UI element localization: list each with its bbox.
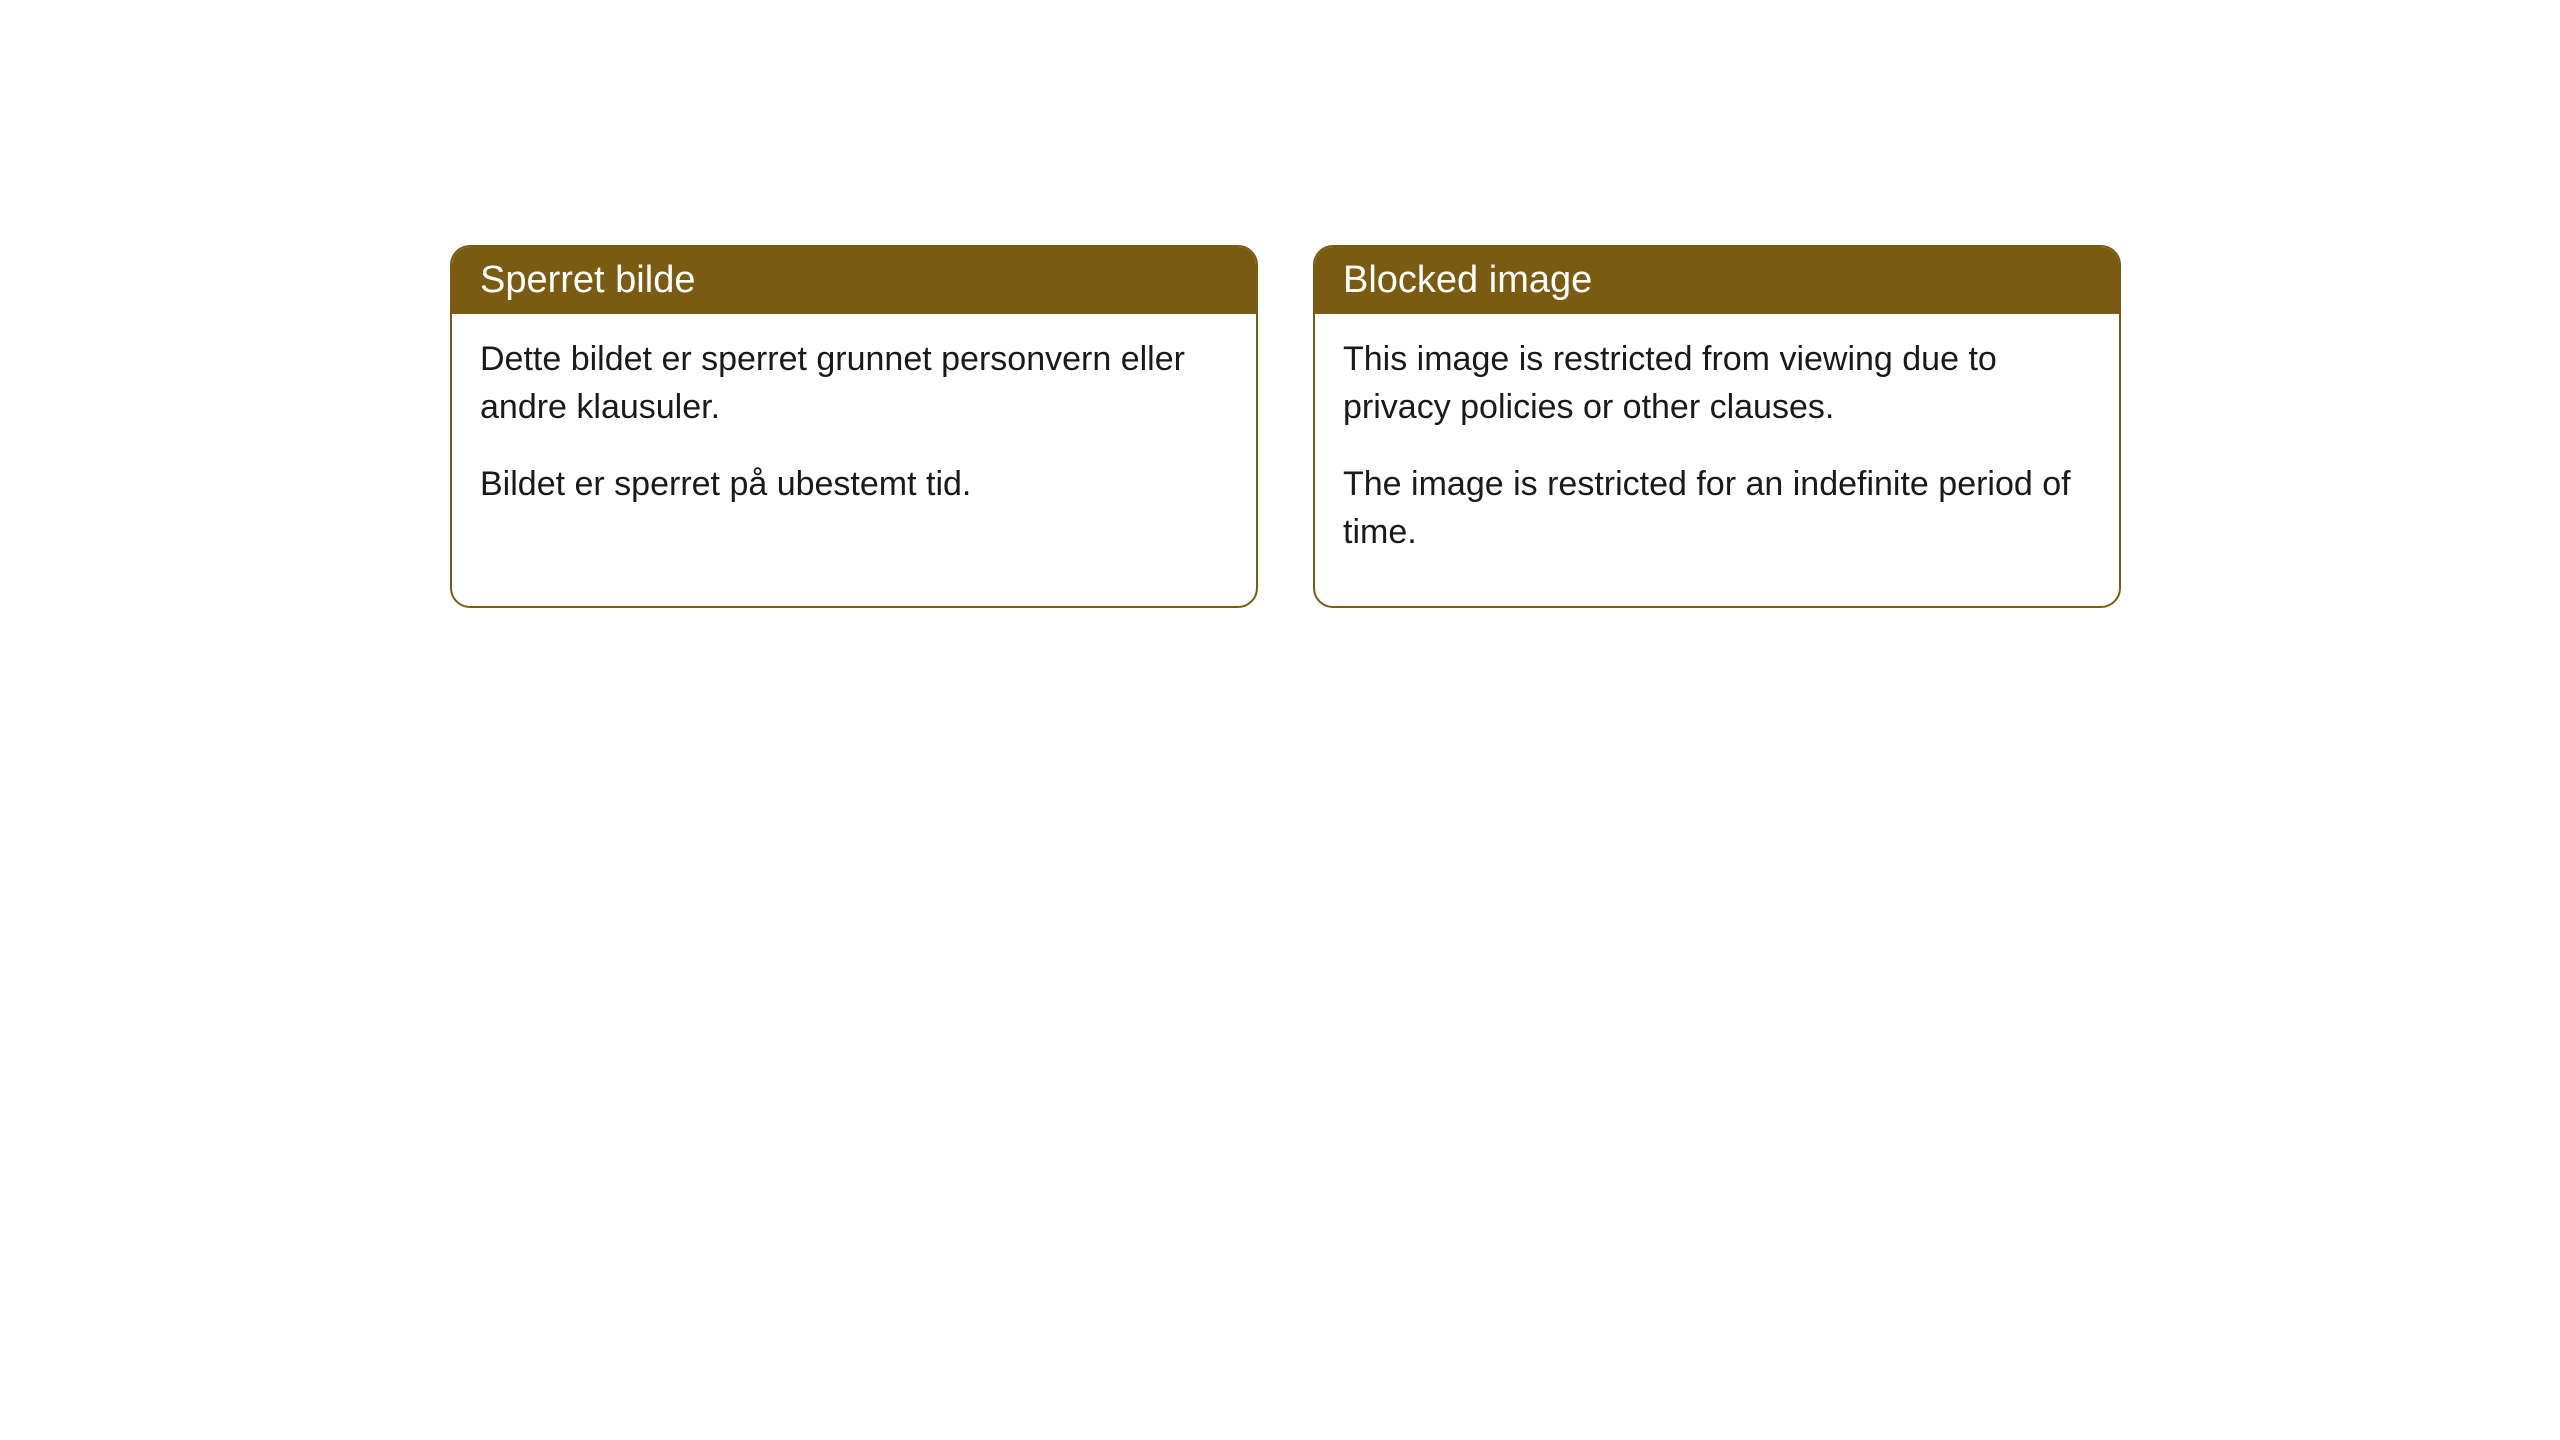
card-title: Sperret bilde: [480, 259, 695, 301]
card-header: Sperret bilde: [452, 247, 1256, 314]
card-paragraph-2: The image is restricted for an indefinit…: [1343, 461, 2091, 556]
card-paragraph-1: This image is restricted from viewing du…: [1343, 336, 2091, 431]
notice-container: Sperret bilde Dette bildet er sperret gr…: [0, 0, 2560, 608]
card-paragraph-2: Bildet er sperret på ubestemt tid.: [480, 461, 1228, 509]
card-body: Dette bildet er sperret grunnet personve…: [452, 314, 1256, 559]
card-header: Blocked image: [1315, 247, 2119, 314]
card-paragraph-1: Dette bildet er sperret grunnet personve…: [480, 336, 1228, 431]
blocked-image-card-no: Sperret bilde Dette bildet er sperret gr…: [450, 245, 1258, 608]
card-body: This image is restricted from viewing du…: [1315, 314, 2119, 606]
blocked-image-card-en: Blocked image This image is restricted f…: [1313, 245, 2121, 608]
card-title: Blocked image: [1343, 259, 1592, 301]
